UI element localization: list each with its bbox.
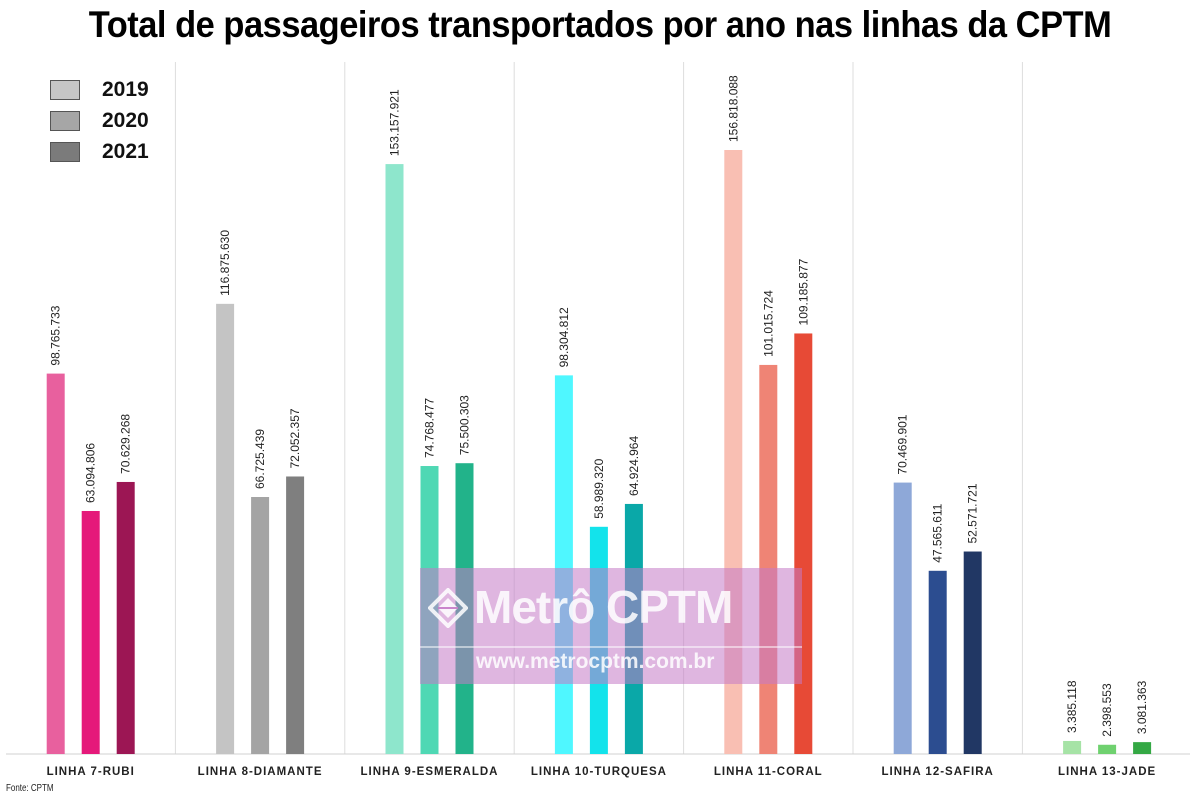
legend-swatch-2021 xyxy=(50,141,80,162)
bar-2019-3 xyxy=(385,164,404,755)
data-label: 58.989.320 xyxy=(592,458,606,518)
bar-2019-4 xyxy=(554,375,573,754)
bar-2019-7 xyxy=(1063,740,1082,754)
bar-2019-1 xyxy=(46,373,65,754)
bar-2020-7 xyxy=(1098,744,1117,754)
data-label: 63.094.806 xyxy=(84,443,98,503)
x-tick-label: LINHA 8-DIAMANTE xyxy=(198,766,323,778)
bar-2021-7 xyxy=(1133,742,1152,754)
bar-2019-2 xyxy=(216,303,235,754)
x-tick-label: LINHA 7-RUBI xyxy=(47,766,135,778)
data-label: 75.500.303 xyxy=(458,395,472,455)
data-label: 101.015.724 xyxy=(761,290,775,357)
data-label: 74.768.477 xyxy=(423,398,437,458)
bar-2021-6 xyxy=(963,551,982,754)
data-label: 66.725.439 xyxy=(253,429,267,489)
data-label: 72.052.357 xyxy=(288,408,302,468)
watermark-divider xyxy=(420,646,802,648)
watermark-brand: Metrô CPTM xyxy=(474,581,733,633)
chart-title: Total de passageiros transportados por a… xyxy=(88,4,1112,45)
bar-2021-2 xyxy=(286,476,305,754)
data-label: 98.765.733 xyxy=(49,305,63,365)
data-label: 3.081.363 xyxy=(1135,680,1149,734)
data-label: 156.818.088 xyxy=(726,75,740,142)
x-tick-label: LINHA 10-TURQUESA xyxy=(531,766,667,778)
legend-label-2019: 2019 xyxy=(102,77,149,101)
watermark: Metrô CPTM www.metrocptm.com.br xyxy=(420,568,802,684)
legend-swatch-2020 xyxy=(50,110,80,131)
data-label: 70.629.268 xyxy=(119,414,133,474)
bar-2021-1 xyxy=(116,481,135,754)
data-label: 3.385.118 xyxy=(1065,680,1079,733)
bar-2019-6 xyxy=(893,482,912,754)
bar-2020-5 xyxy=(759,364,778,754)
x-tick-label: LINHA 9-ESMERALDA xyxy=(361,766,499,778)
legend-label-2020: 2020 xyxy=(102,108,149,132)
watermark-url: www.metrocptm.com.br xyxy=(476,650,715,673)
legend-swatch-2019 xyxy=(50,79,80,100)
x-tick-label: LINHA 13-JADE xyxy=(1058,766,1156,778)
data-label: 153.157.921 xyxy=(388,89,402,156)
bar-2020-1 xyxy=(81,510,100,754)
legend-item-2020: 2020 xyxy=(50,105,149,136)
bar-2021-5 xyxy=(794,333,813,754)
legend-label-2021: 2021 xyxy=(102,139,149,163)
chart-legend: 2019 2020 2021 xyxy=(50,74,149,167)
data-label: 116.875.630 xyxy=(218,230,232,296)
legend-item-2019: 2019 xyxy=(50,74,149,105)
data-label: 64.924.964 xyxy=(627,436,641,496)
data-label: 52.571.721 xyxy=(966,483,980,543)
data-label: 70.469.901 xyxy=(896,414,910,474)
legend-item-2021: 2021 xyxy=(50,136,149,167)
x-tick-label: LINHA 12-SAFIRA xyxy=(882,766,994,778)
data-label: 109.185.877 xyxy=(796,258,810,325)
bar-2020-6 xyxy=(928,570,947,754)
data-label: 47.565.611 xyxy=(931,503,945,562)
data-label: 98.304.812 xyxy=(557,307,571,367)
data-label: 2.398.553 xyxy=(1100,683,1114,737)
source-note: Fonte: CPTM xyxy=(6,783,54,794)
metro-cptm-logo-icon xyxy=(428,588,468,628)
bar-2020-2 xyxy=(251,497,270,754)
x-tick-label: LINHA 11-CORAL xyxy=(714,766,823,778)
